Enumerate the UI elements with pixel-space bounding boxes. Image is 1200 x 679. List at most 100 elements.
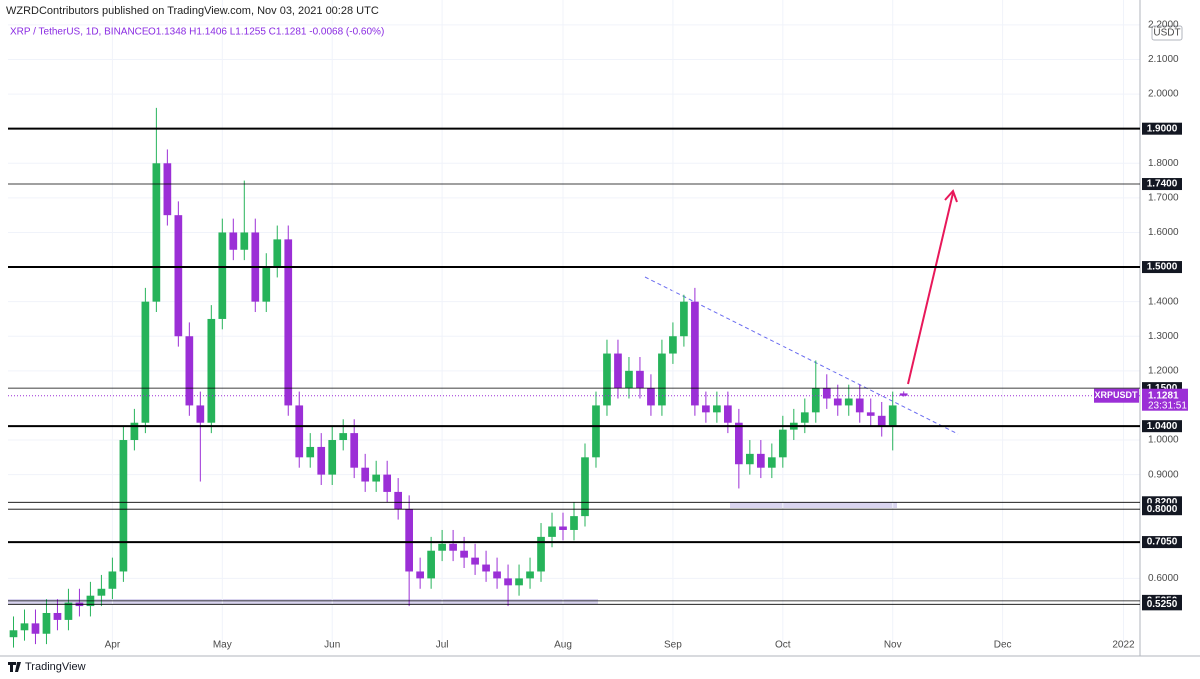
logo <box>8 662 21 672</box>
y-tick-label: 1.4000 <box>1148 296 1179 307</box>
x-tick-label: Jun <box>324 640 340 651</box>
candle-body <box>482 564 490 572</box>
level-label-box <box>1142 503 1182 516</box>
candle-body <box>702 405 710 413</box>
y-tick-label: 1.6000 <box>1148 227 1179 238</box>
candle-body <box>20 623 29 631</box>
candle-body <box>460 550 468 558</box>
candle-body <box>493 571 501 579</box>
candle-body <box>427 550 435 579</box>
x-tick-label: Jul <box>436 640 449 651</box>
x-tick-label: Nov <box>884 640 902 651</box>
level-label-box <box>1142 178 1182 191</box>
candle-body <box>372 474 381 482</box>
candle-body <box>888 405 897 427</box>
candle-body <box>636 370 644 389</box>
candle-body <box>42 612 51 634</box>
x-tick-label: May <box>213 640 232 651</box>
axis-unit: USDT <box>1153 28 1180 39</box>
candle-body <box>350 433 359 468</box>
candle-body <box>570 516 578 530</box>
published-note: WZRDContributors published on TradingVie… <box>6 5 379 17</box>
candle-body <box>899 393 908 396</box>
candle-body <box>625 370 633 389</box>
x-tick-label: Aug <box>554 640 572 651</box>
level-label: 1.0400 <box>1147 421 1178 432</box>
y-tick-label: 0.9000 <box>1148 469 1179 480</box>
candle-body <box>163 163 172 216</box>
candle-body <box>811 388 820 413</box>
candle-body <box>691 301 699 406</box>
candle-body <box>581 457 589 517</box>
candle-body <box>273 239 282 268</box>
candle-body <box>207 318 216 423</box>
candle-body <box>295 405 304 458</box>
candle-body <box>64 602 73 620</box>
candle-body <box>9 630 18 638</box>
candle-body <box>855 398 864 413</box>
candle-body <box>647 388 655 406</box>
candle-body <box>383 474 392 492</box>
candle-body <box>778 429 787 458</box>
level-label: 0.8200 <box>1147 497 1178 508</box>
y-tick-label: 1.0000 <box>1148 435 1179 446</box>
candle-body <box>658 353 666 406</box>
y-tick-label: 1.7000 <box>1148 193 1179 204</box>
candle-body <box>669 336 677 354</box>
candle-body <box>735 422 743 465</box>
level-label: 1.1500 <box>1147 383 1178 394</box>
candle-body <box>394 491 403 510</box>
last-price: 1.1281 <box>1148 390 1179 401</box>
x-tick-label: Sep <box>664 640 682 651</box>
candle-body <box>339 433 348 441</box>
level-label-box <box>1142 598 1182 611</box>
candle-body <box>745 453 754 465</box>
candle-body <box>756 453 765 468</box>
candle-body <box>559 526 567 530</box>
candle-body <box>680 301 688 337</box>
y-tick-label: 1.3000 <box>1148 331 1179 342</box>
candle-body <box>548 526 556 537</box>
candle-body <box>405 509 413 572</box>
candle-body <box>328 440 337 475</box>
candle-body <box>185 336 194 406</box>
candle-body <box>471 557 479 565</box>
level-label-box <box>1142 420 1182 433</box>
footer-brand: TradingView <box>25 661 86 673</box>
level-label: 0.7050 <box>1147 537 1178 548</box>
y-tick-label: 1.2000 <box>1148 365 1179 376</box>
x-tick-label: Oct <box>775 640 791 651</box>
x-tick-label: Apr <box>105 640 121 651</box>
last-symbol-box <box>1094 388 1139 403</box>
candle-body <box>284 239 293 406</box>
candle-body <box>504 578 512 586</box>
candle-body <box>53 612 62 620</box>
level-label: 1.7400 <box>1147 179 1178 190</box>
projection-arrow <box>907 192 954 385</box>
candle-body <box>449 543 457 551</box>
level-label-box <box>1142 122 1182 135</box>
candle-body <box>438 543 446 551</box>
last-symbol: XRPUSDT <box>1094 390 1138 400</box>
candle-body <box>108 571 117 589</box>
y-tick-label: 2.0000 <box>1148 89 1179 100</box>
unit-box <box>1151 25 1183 41</box>
candle-body <box>416 571 424 579</box>
countdown: 23:31:51 <box>1148 400 1187 411</box>
candle-body <box>361 467 370 482</box>
candle-body <box>526 571 534 579</box>
candle-body <box>800 412 809 423</box>
y-tick-label: 0.6000 <box>1148 573 1179 584</box>
x-tick-label: Dec <box>994 640 1012 651</box>
candle-body <box>877 415 886 427</box>
candle-body <box>603 353 611 406</box>
candle-body <box>152 163 161 302</box>
last-price-box <box>1142 388 1188 411</box>
candle-body <box>317 446 326 475</box>
candle-body <box>218 232 227 319</box>
candle-body <box>614 353 622 389</box>
candle-body <box>844 398 853 406</box>
candle-body <box>306 446 315 458</box>
